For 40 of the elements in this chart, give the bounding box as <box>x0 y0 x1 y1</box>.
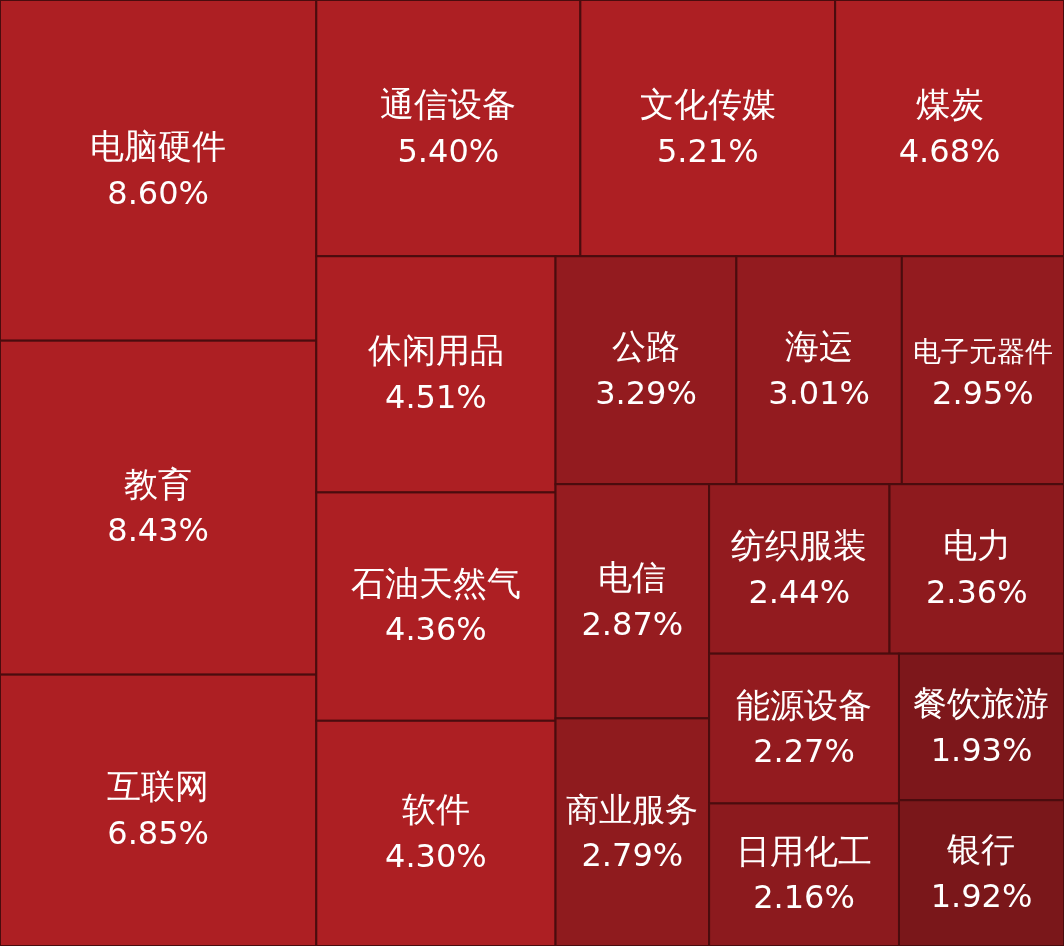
data-label: 2.36% <box>925 572 1028 611</box>
data-label: 8.60% <box>107 173 209 212</box>
category-label: 电子元器件 <box>912 334 1053 367</box>
data-label: 5.21% <box>656 131 759 170</box>
category-label: 电力 <box>942 525 1011 566</box>
category-label: 银行 <box>946 829 1016 870</box>
category-label: 教育 <box>124 463 193 504</box>
data-label: 4.51% <box>385 377 487 416</box>
data-label: 4.36% <box>385 610 487 649</box>
category-label: 能源设备 <box>736 684 873 725</box>
data-label: 2.87% <box>581 604 684 643</box>
data-label: 2.79% <box>581 835 684 874</box>
category-label: 互联网 <box>107 766 210 807</box>
category-label: 公路 <box>611 326 680 367</box>
category-label: 电脑硬件 <box>90 126 227 167</box>
category-label: 日用化工 <box>736 830 873 871</box>
category-label: 纺织服装 <box>731 525 868 566</box>
category-label: 煤炭 <box>915 84 984 125</box>
data-label: 6.85% <box>107 813 209 852</box>
data-label: 3.01% <box>768 373 870 412</box>
data-label: 4.68% <box>898 131 1001 170</box>
data-label: 1.93% <box>930 730 1033 769</box>
data-label: 5.40% <box>397 131 500 170</box>
category-label: 商业服务 <box>566 790 699 829</box>
category-label: 软件 <box>401 789 470 830</box>
data-label: 1.92% <box>930 876 1033 915</box>
data-label: 2.27% <box>753 732 855 771</box>
data-label: 2.44% <box>748 572 851 611</box>
category-label: 休闲用品 <box>367 330 504 371</box>
category-label: 文化传媒 <box>639 84 776 125</box>
data-label: 4.30% <box>385 837 487 875</box>
category-label: 石油天然气 <box>350 562 521 603</box>
data-label: 8.43% <box>107 511 209 550</box>
data-label: 2.95% <box>932 373 1034 412</box>
category-label: 电信 <box>598 557 667 598</box>
category-label: 餐饮旅游 <box>913 683 1050 724</box>
category-label: 海运 <box>785 326 854 367</box>
data-label: 3.29% <box>595 373 697 412</box>
data-label: 2.16% <box>753 878 855 917</box>
category-label: 通信设备 <box>380 84 517 125</box>
